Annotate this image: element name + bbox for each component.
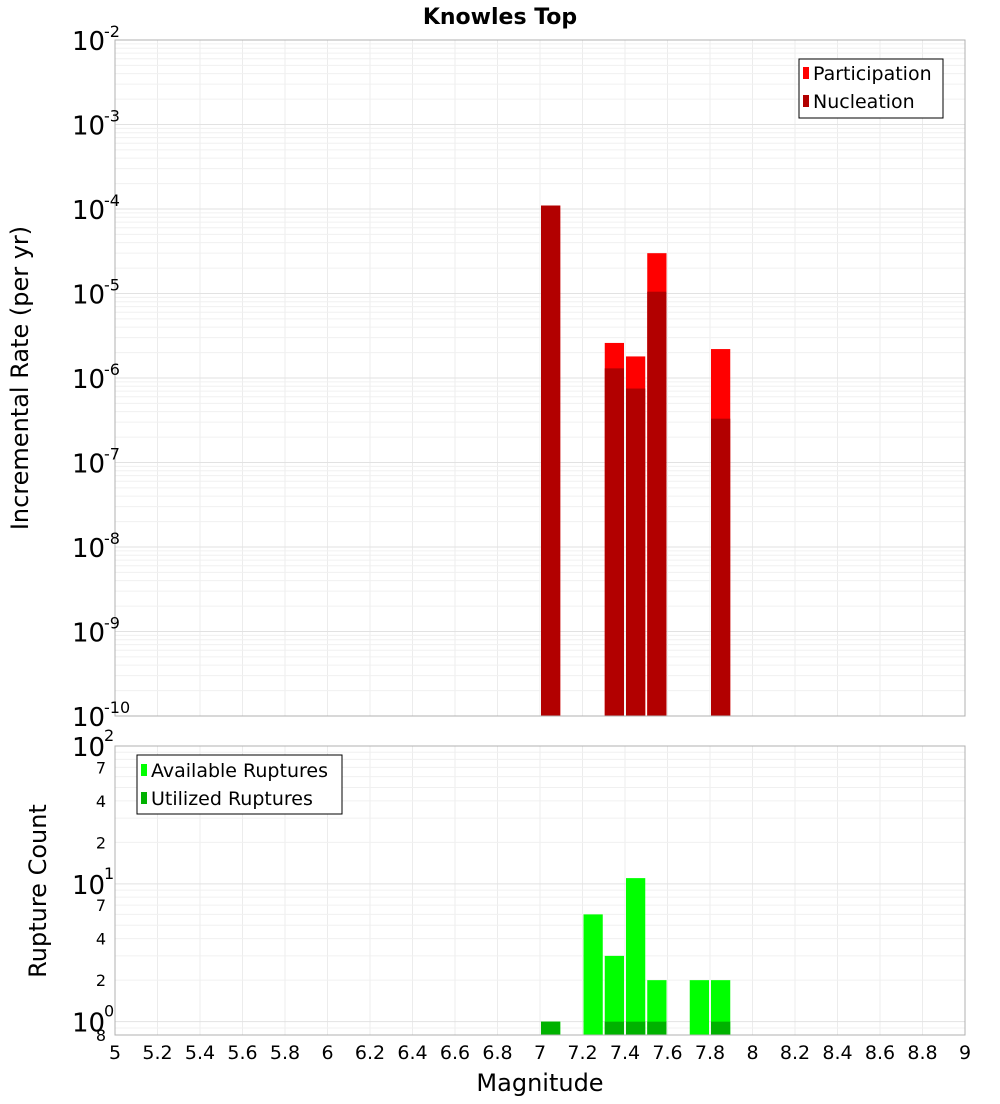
- bottom-y-axis-title: Rupture Count: [24, 804, 52, 978]
- bottom-y-minor-tick-label: 4: [96, 792, 106, 811]
- legend-swatch-available: [141, 764, 147, 776]
- top-y-tick-label: 10: [72, 365, 105, 395]
- x-tick-label: 5.4: [185, 1042, 215, 1064]
- bottom-y-minor-tick-label: 8: [96, 1026, 106, 1045]
- top-y-axis-title: Incremental Rate (per yr): [6, 226, 34, 530]
- legend-label-nucleation: Nucleation: [813, 91, 915, 113]
- x-tick-label: 7: [534, 1042, 546, 1064]
- top-y-tick-exponent: -2: [104, 22, 120, 41]
- top-y-tick-label: 10: [72, 112, 105, 142]
- x-tick-label: 8.6: [865, 1042, 895, 1064]
- bottom-y-minor-tick-label: 2: [96, 833, 106, 852]
- x-tick-label: 6.4: [397, 1042, 427, 1064]
- bar-utilized-ruptures: [711, 1021, 731, 1035]
- bottom-y-tick-exponent: 1: [104, 864, 114, 883]
- top-plot-frame: [114, 39, 966, 717]
- bar-nucleation: [604, 368, 624, 716]
- x-tick-label: 5.8: [270, 1042, 300, 1064]
- bottom-legend-box: [136, 754, 343, 815]
- bar-available-ruptures: [647, 980, 667, 1035]
- legend-swatch-participation: [803, 67, 809, 79]
- x-tick-label: 9: [959, 1042, 971, 1064]
- top-y-tick-exponent: -9: [104, 614, 120, 633]
- top-y-tick-exponent: -8: [104, 529, 120, 548]
- top-y-tick-exponent: -6: [104, 360, 120, 379]
- bar-nucleation: [647, 291, 667, 716]
- bottom-y-minor-tick-label: 7: [96, 758, 106, 777]
- bar-available-ruptures: [689, 980, 709, 1035]
- legend-swatch-nucleation: [803, 95, 809, 107]
- top-y-tick-exponent: -7: [104, 445, 120, 464]
- top-y-tick-exponent: -4: [104, 191, 120, 210]
- bar-nucleation: [626, 388, 646, 716]
- legend-label-available: Available Ruptures: [151, 760, 328, 782]
- x-tick-label: 8.2: [780, 1042, 810, 1064]
- top-y-tick-exponent: -10: [104, 698, 130, 717]
- x-tick-label: 7.6: [652, 1042, 682, 1064]
- bar-utilized-ruptures: [626, 1021, 646, 1035]
- top-y-tick-label: 10: [72, 27, 105, 57]
- bar-available-ruptures: [604, 955, 624, 1035]
- top-legend-box: [798, 58, 944, 119]
- bottom-y-tick-label: 10: [72, 871, 105, 901]
- legend-label-utilized: Utilized Ruptures: [151, 788, 313, 810]
- top-y-tick-label: 10: [72, 450, 105, 480]
- bar-nucleation: [711, 418, 731, 716]
- top-y-tick-exponent: -3: [104, 107, 120, 126]
- x-axis-title: Magnitude: [476, 1069, 603, 1097]
- top-y-tick-label: 10: [72, 196, 105, 226]
- bottom-y-tick-label: 10: [72, 1009, 105, 1039]
- x-tick-label: 5.2: [142, 1042, 172, 1064]
- bottom-y-minor-tick-label: 2: [96, 971, 106, 990]
- chart-title: Knowles Top: [423, 5, 577, 30]
- x-tick-label: 8.8: [907, 1042, 937, 1064]
- x-tick-label: 5: [109, 1042, 121, 1064]
- top-y-tick-label: 10: [72, 534, 105, 564]
- top-y-tick-label: 10: [72, 281, 105, 311]
- x-tick-label: 5.6: [227, 1042, 257, 1064]
- bottom-y-tick-exponent: 2: [104, 726, 114, 745]
- bottom-plot-frame: [114, 745, 966, 1036]
- x-tick-label: 6: [321, 1042, 333, 1064]
- bar-utilized-ruptures: [541, 1021, 561, 1035]
- x-tick-label: 7.4: [610, 1042, 640, 1064]
- top-legend: Participation Nucleation: [798, 58, 944, 119]
- bar-utilized-ruptures: [604, 1021, 624, 1035]
- x-tick-label: 7.8: [695, 1042, 725, 1064]
- bottom-legend: Available Ruptures Utilized Ruptures: [136, 754, 343, 815]
- x-tick-label: 8.4: [822, 1042, 852, 1064]
- x-tick-label: 6.2: [355, 1042, 385, 1064]
- bottom-y-tick-label: 10: [72, 733, 105, 763]
- legend-swatch-utilized: [141, 792, 147, 804]
- legend-label-participation: Participation: [813, 63, 932, 85]
- bar-available-ruptures: [711, 980, 731, 1035]
- x-tick-label: 6.6: [440, 1042, 470, 1064]
- top-y-tick-label: 10: [72, 619, 105, 649]
- bottom-y-minor-tick-label: 7: [96, 896, 106, 915]
- bar-available-ruptures: [626, 878, 646, 1035]
- x-tick-label: 8: [746, 1042, 758, 1064]
- top-y-tick-exponent: -5: [104, 276, 120, 295]
- bar-nucleation: [541, 205, 561, 716]
- bar-available-ruptures: [583, 914, 603, 1035]
- x-tick-label: 6.8: [482, 1042, 512, 1064]
- bar-utilized-ruptures: [647, 1021, 667, 1035]
- bottom-y-tick-exponent: 0: [104, 1002, 114, 1021]
- bottom-y-minor-tick-label: 4: [96, 930, 106, 949]
- top-y-tick-label: 10: [72, 703, 105, 733]
- x-tick-label: 7.2: [567, 1042, 597, 1064]
